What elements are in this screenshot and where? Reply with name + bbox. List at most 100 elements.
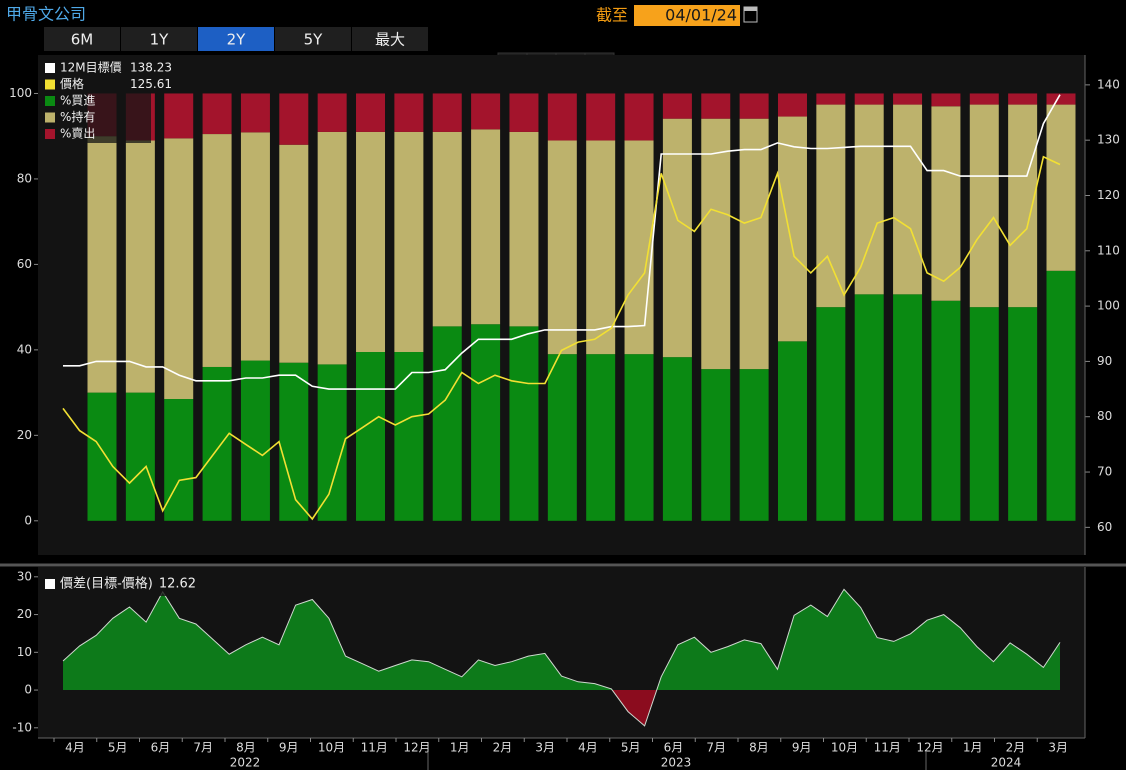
range-button[interactable]	[198, 27, 274, 51]
range-button[interactable]	[352, 27, 428, 51]
bar-segment	[662, 357, 692, 521]
bar-segment	[662, 118, 692, 358]
area-outline	[62, 588, 1061, 727]
legend-value: 138.23	[130, 61, 172, 75]
legend-swatch	[45, 96, 55, 106]
bar-segment	[240, 93, 270, 133]
range-button[interactable]	[44, 27, 120, 51]
legend: 價差(目標-價格) 12.62	[39, 572, 219, 596]
bar-segment	[739, 93, 769, 119]
x-month-label: 6月	[151, 741, 171, 755]
x-month-label: 3月	[1048, 741, 1068, 755]
y-tick-label: 60	[17, 257, 32, 271]
bar-segment	[1008, 93, 1038, 105]
range-button[interactable]	[121, 27, 197, 51]
x-month-label: 11月	[361, 741, 388, 755]
legend-label: %持有	[60, 109, 95, 124]
x-month-label: 1月	[963, 741, 983, 755]
x-month-label: 6月	[664, 741, 684, 755]
bar-segment	[739, 369, 769, 521]
range-buttons: 6M 1Y 2Y 5Y 最大	[44, 27, 428, 51]
legend-swatch	[45, 112, 55, 123]
bar-segment	[509, 93, 539, 132]
bar-segment	[662, 93, 692, 119]
y2-tick-label: 120	[1097, 188, 1120, 202]
bar-segment	[87, 392, 117, 521]
bar-segment	[931, 300, 961, 521]
bar-segment	[547, 140, 577, 355]
legend-label: %買進	[60, 94, 95, 108]
y-tick-label: 0	[24, 513, 32, 527]
bar-segment	[432, 326, 462, 521]
x-month-label: 1月	[450, 741, 470, 755]
y-tick-label: 10	[17, 645, 32, 659]
bar-segment	[471, 93, 501, 130]
range-label[interactable]: 最大	[375, 31, 405, 49]
x-month-label: 10月	[831, 741, 858, 755]
bar-segment	[701, 369, 731, 521]
bar-segment	[777, 93, 807, 117]
bar-segment	[777, 341, 807, 521]
x-year-label: 2023	[661, 756, 692, 770]
bar-segment	[547, 354, 577, 521]
bar-segment	[547, 93, 577, 141]
legend: 12M目標價 138.23 價格 125.61 %買進%持有 %賣出	[39, 57, 172, 143]
bar-segment	[317, 131, 347, 365]
bar-segment	[279, 362, 309, 521]
y-tick-label: 0	[24, 683, 32, 697]
bar-segment	[87, 136, 117, 393]
bar-segment	[854, 104, 884, 295]
y-tick-label: 20	[17, 428, 32, 442]
range-label[interactable]: 6M	[71, 31, 94, 49]
bar-segment	[586, 140, 616, 355]
bar-segment	[356, 352, 386, 521]
x-month-label: 10月	[318, 741, 345, 755]
bar-segment	[777, 116, 807, 342]
bar-segment	[1046, 93, 1076, 105]
range-label[interactable]: 2Y	[227, 31, 247, 49]
y2-tick-label: 100	[1097, 299, 1120, 313]
legend-label: 價差(目標-價格)	[60, 576, 153, 592]
y2-tick-label: 130	[1097, 133, 1120, 147]
bar-segment	[1046, 270, 1076, 521]
bar-segment	[969, 104, 999, 308]
x-month-label: 8月	[749, 741, 769, 755]
bar-segment	[240, 360, 270, 521]
x-month-label: 7月	[193, 741, 213, 755]
bar-segment	[356, 131, 386, 353]
y2-tick-label: 60	[1097, 520, 1112, 534]
bar-segment	[1008, 307, 1038, 521]
bar-segment	[701, 93, 731, 119]
bar-segment	[931, 93, 961, 107]
legend-label: 價格	[60, 76, 84, 91]
date-value[interactable]: 04/01/24	[665, 6, 737, 25]
area-positive	[63, 589, 1060, 691]
bar-segment	[394, 93, 424, 132]
bar-segment	[816, 93, 846, 105]
range-button[interactable]	[275, 27, 351, 51]
x-month-label: 2月	[493, 741, 513, 755]
bar-segment	[164, 93, 194, 139]
line-series	[63, 94, 1061, 390]
legend-label: 12M目標價	[60, 61, 122, 75]
x-month-label: 3月	[535, 741, 555, 755]
bar-segment	[202, 134, 232, 367]
bar-segment	[471, 324, 501, 521]
x-month-label: 7月	[706, 741, 726, 755]
x-month-label: 4月	[65, 741, 85, 755]
bar-segment	[509, 131, 539, 327]
y2-tick-label: 90	[1097, 354, 1112, 368]
x-month-label: 11月	[874, 741, 901, 755]
bar-segment	[356, 93, 386, 132]
bar-segment	[125, 140, 155, 393]
x-year-label: 2024	[991, 756, 1022, 770]
legend-box	[39, 572, 219, 596]
bar-segment	[739, 118, 769, 370]
date-box[interactable]	[634, 5, 740, 26]
bar-segment	[1046, 104, 1076, 271]
bar-segment	[125, 392, 155, 521]
range-label[interactable]: 1Y	[150, 31, 170, 49]
legend-swatch	[45, 129, 55, 139]
range-label[interactable]: 5Y	[304, 31, 324, 49]
